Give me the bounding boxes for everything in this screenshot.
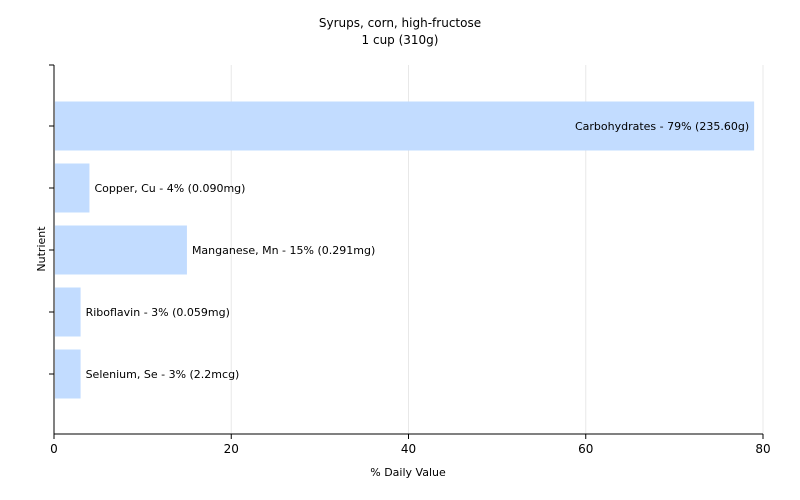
- x-axis-ticks: 0 20 40 60 80: [50, 434, 771, 456]
- x-tick-label: 40: [401, 442, 416, 456]
- x-tick-label: 60: [578, 442, 593, 456]
- chart-title: Syrups, corn, high-fructose: [319, 16, 481, 30]
- bar-data-label: Carbohydrates - 79% (235.60g): [575, 120, 749, 133]
- bar-data-label: Manganese, Mn - 15% (0.291mg): [192, 244, 375, 257]
- x-tick-label: 0: [50, 442, 58, 456]
- bar: [55, 163, 90, 213]
- bar-data-label: Copper, Cu - 4% (0.090mg): [94, 182, 245, 195]
- y-axis-label: Nutrient: [35, 226, 48, 272]
- chart-subtitle: 1 cup (310g): [362, 33, 439, 47]
- bar: [55, 101, 755, 151]
- bar: [55, 349, 81, 399]
- bar-data-label: Selenium, Se - 3% (2.2mcg): [86, 368, 240, 381]
- bar: [55, 225, 187, 275]
- x-tick-label: 80: [755, 442, 770, 456]
- x-axis-label: % Daily Value: [370, 466, 446, 479]
- x-tick-label: 20: [224, 442, 239, 456]
- bars: Carbohydrates - 79% (235.60g) Copper, Cu …: [55, 101, 755, 399]
- y-axis-ticks: [49, 64, 54, 375]
- bar-data-label: Riboflavin - 3% (0.059mg): [86, 306, 230, 319]
- bar: [55, 287, 81, 337]
